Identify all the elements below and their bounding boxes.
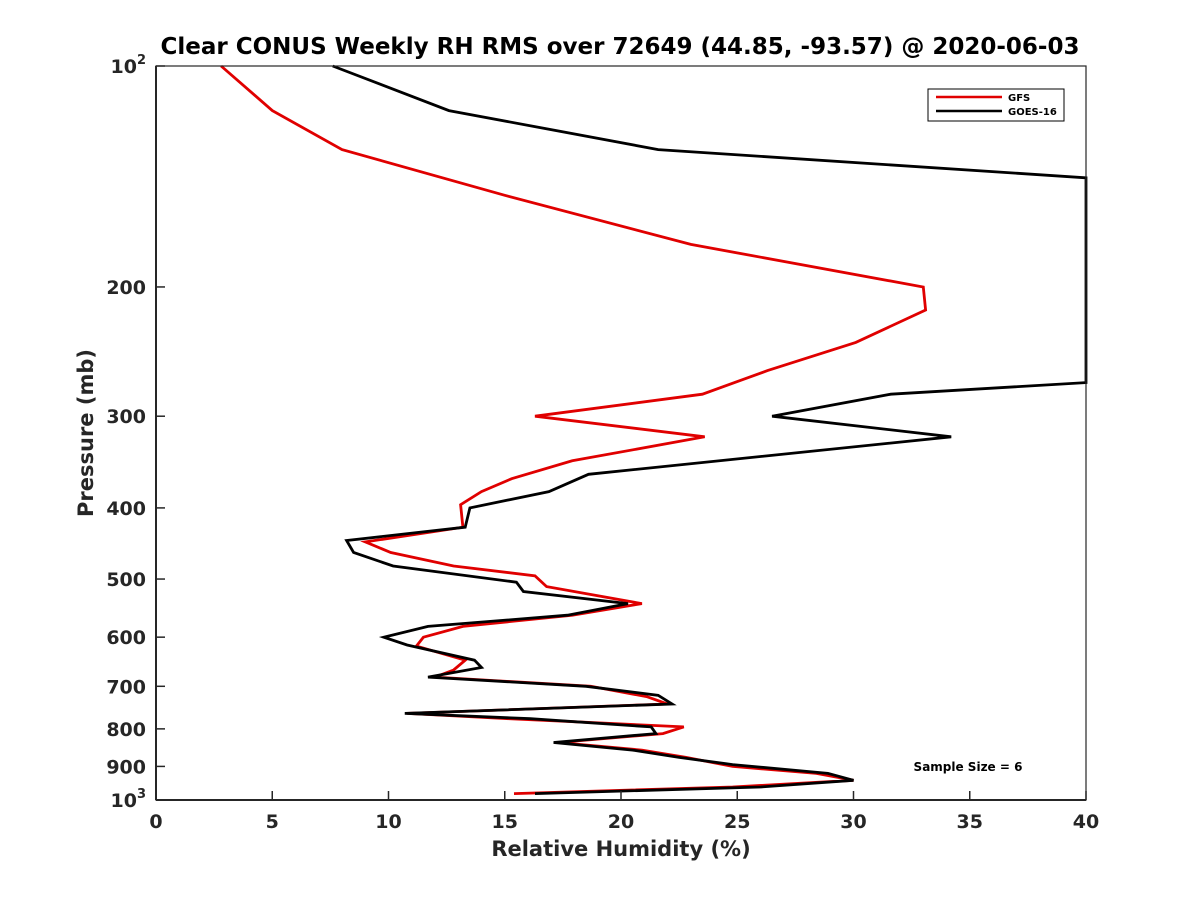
x-tick-label: 40 (1073, 811, 1099, 833)
y-tick-label: 500 (106, 569, 146, 591)
x-tick-label: 30 (840, 811, 866, 833)
x-axis-label: Relative Humidity (%) (491, 837, 750, 861)
x-tick-label: 10 (375, 811, 401, 833)
x-tick-label: 25 (724, 811, 750, 833)
y-tick-label: 103 (111, 787, 147, 812)
y-tick-label: 200 (106, 277, 146, 299)
y-tick-label: 102 (111, 53, 147, 78)
series-line-goes-16 (332, 64, 1088, 795)
legend-label: GOES-16 (1008, 107, 1057, 118)
y-tick-label: 900 (106, 756, 146, 778)
x-axis-ticks: 0 5 10 15 20 25 30 35 40 (149, 791, 1099, 833)
x-tick-label: 0 (149, 811, 162, 833)
legend: GFS GOES-16 (927, 88, 1065, 122)
y-tick-label: 600 (106, 627, 146, 649)
x-tick-label: 35 (957, 811, 983, 833)
chart-title: Clear CONUS Weekly RH RMS over 72649 (44… (161, 34, 1080, 60)
sample-size-annotation: Sample Size = 6 (914, 760, 1023, 774)
y-tick-label: 400 (106, 498, 146, 520)
legend-box (927, 88, 1065, 122)
y-tick-label: 300 (106, 406, 146, 428)
y-tick-label: 800 (106, 719, 146, 741)
series-layer (220, 64, 1088, 795)
x-tick-label: 5 (266, 811, 279, 833)
x-tick-label: 20 (608, 811, 634, 833)
y-axis-label: Pressure (mb) (74, 349, 98, 517)
legend-label: GFS (1008, 93, 1030, 104)
x-tick-label: 15 (492, 811, 518, 833)
y-axis-ticks: 102 200 300 400 500 600 700 800 900 103 (106, 53, 165, 812)
y-tick-label: 700 (106, 676, 146, 698)
